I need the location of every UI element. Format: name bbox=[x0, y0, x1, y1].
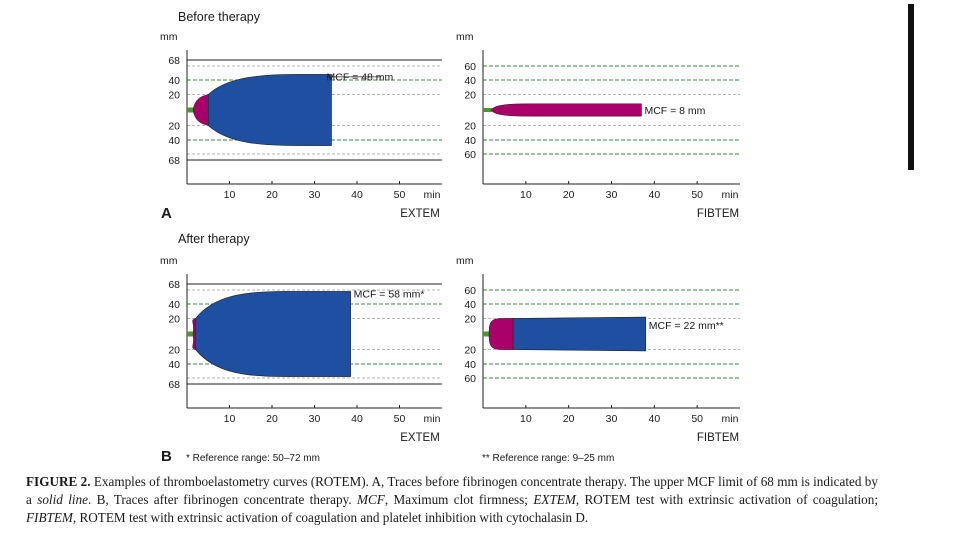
x-tick-label: 30 bbox=[309, 413, 321, 425]
y-axis-unit-label: mm bbox=[456, 31, 474, 43]
y-tick-label: 40 bbox=[464, 299, 476, 311]
x-tick-label: 10 bbox=[224, 189, 236, 201]
y-tick-label: 60 bbox=[464, 373, 476, 385]
y-axis-unit-label: mm bbox=[160, 255, 178, 267]
mcf-annotation: MCF = 58 mm* bbox=[354, 288, 425, 300]
x-tick-label: 30 bbox=[606, 413, 618, 425]
clotting-time-segment bbox=[192, 94, 209, 126]
y-tick-label: 40 bbox=[168, 359, 180, 371]
caption-mcf: MCF bbox=[357, 492, 385, 507]
x-tick-label: 30 bbox=[606, 189, 618, 201]
caption-text-1: Examples of thromboelastometry curves (R… bbox=[26, 474, 878, 507]
y-tick-label: 68 bbox=[168, 379, 180, 391]
fibtem-before-chart: mm 60 40 20 20 40 60 10 20 30 40 50 min FIBTEM MCF = 8… bbox=[456, 31, 740, 220]
x-tick-label: 10 bbox=[520, 413, 532, 425]
x-tick-label: 40 bbox=[648, 413, 660, 425]
x-tick-label: 30 bbox=[309, 189, 321, 201]
test-name-label: FIBTEM bbox=[697, 208, 739, 220]
x-tick-label: 40 bbox=[351, 413, 363, 425]
extem-after-chart: mm 68 40 20 20 40 68 10 20 30 40 50 min EXTEM MCF = 58… bbox=[160, 255, 442, 444]
x-tick-label: 40 bbox=[351, 189, 363, 201]
x-axis-unit-label: min bbox=[722, 189, 739, 201]
extem-before-chart: mm 68 40 20 20 40 68 10 20 30 40 50 min EXTEM MCF = 48… bbox=[160, 31, 442, 220]
y-tick-label: 40 bbox=[464, 135, 476, 147]
y-tick-label: 40 bbox=[168, 299, 180, 311]
panel-label-b: B bbox=[161, 448, 172, 465]
caption-text-2: . B, Traces after fibrinogen concentrate… bbox=[87, 492, 358, 507]
y-tick-label: 40 bbox=[464, 359, 476, 371]
x-tick-label: 10 bbox=[520, 189, 532, 201]
clot-trace bbox=[195, 291, 351, 377]
x-tick-label: 50 bbox=[394, 413, 406, 425]
x-tick-label: 50 bbox=[394, 189, 406, 201]
y-tick-label: 40 bbox=[464, 75, 476, 87]
mcf-annotation: MCF = 8 mm bbox=[644, 105, 705, 117]
caption-solid-line: solid line bbox=[37, 492, 88, 507]
before-therapy-heading: Before therapy bbox=[178, 10, 261, 24]
fibtem-reference-note: ** Reference range: 9–25 mm bbox=[482, 453, 614, 464]
y-tick-label: 60 bbox=[464, 149, 476, 161]
baseline-trace bbox=[483, 108, 492, 112]
y-tick-label: 40 bbox=[168, 75, 180, 87]
caption-text-3: , Maximum clot firmness; bbox=[384, 492, 534, 507]
y-axis-unit-label: mm bbox=[160, 31, 178, 43]
x-tick-label: 20 bbox=[266, 189, 278, 201]
clot-trace bbox=[512, 316, 647, 352]
y-tick-label: 60 bbox=[464, 61, 476, 73]
caption-fibtem: FIBTEM bbox=[26, 510, 73, 525]
caption-extem: EXTEM bbox=[533, 492, 576, 507]
baseline-trace bbox=[483, 331, 490, 337]
clot-trace bbox=[207, 74, 332, 146]
y-tick-label: 60 bbox=[464, 285, 476, 297]
y-tick-label: 20 bbox=[168, 121, 180, 133]
x-tick-label: 50 bbox=[691, 413, 703, 425]
x-tick-label: 20 bbox=[266, 413, 278, 425]
y-tick-label: 40 bbox=[168, 135, 180, 147]
y-tick-label: 68 bbox=[168, 155, 180, 167]
fibtem-after-chart: mm 60 40 20 20 40 60 10 20 30 40 50 min FIBTEM MCF = 2… bbox=[456, 255, 740, 444]
y-tick-label: 20 bbox=[464, 90, 476, 102]
y-tick-label: 20 bbox=[464, 345, 476, 357]
x-axis-unit-label: min bbox=[722, 413, 739, 425]
x-tick-label: 20 bbox=[563, 413, 575, 425]
caption-text-4: , ROTEM test with extrinsic activation o… bbox=[575, 492, 878, 507]
x-tick-label: 20 bbox=[563, 189, 575, 201]
test-name-label: EXTEM bbox=[400, 432, 440, 444]
x-tick-label: 50 bbox=[691, 189, 703, 201]
clotting-time-segment bbox=[192, 318, 196, 350]
figure-caption: FIGURE 2. Examples of thromboelastometry… bbox=[26, 473, 878, 527]
clot-trace bbox=[490, 103, 642, 117]
caption-label: FIGURE 2. bbox=[26, 474, 91, 489]
y-tick-label: 68 bbox=[168, 279, 180, 291]
vertical-bar-decoration bbox=[908, 4, 914, 170]
y-tick-label: 20 bbox=[168, 90, 180, 102]
x-axis-unit-label: min bbox=[424, 189, 441, 201]
clotting-time-segment bbox=[488, 318, 514, 350]
y-tick-label: 20 bbox=[168, 345, 180, 357]
mcf-annotation: MCF = 48 mm bbox=[327, 71, 394, 83]
y-axis-unit-label: mm bbox=[456, 255, 474, 267]
x-tick-label: 40 bbox=[648, 189, 660, 201]
after-therapy-heading: After therapy bbox=[178, 232, 250, 246]
x-axis-unit-label: min bbox=[424, 413, 441, 425]
mcf-annotation: MCF = 22 mm** bbox=[649, 320, 724, 332]
caption-text-5: , ROTEM test with extrinsic activation o… bbox=[72, 510, 589, 525]
y-tick-label: 68 bbox=[168, 55, 180, 67]
y-tick-label: 20 bbox=[464, 121, 476, 133]
x-tick-label: 10 bbox=[224, 413, 236, 425]
y-tick-label: 20 bbox=[168, 314, 180, 326]
panel-label-a: A bbox=[161, 205, 172, 222]
baseline-trace bbox=[187, 331, 194, 337]
y-tick-label: 20 bbox=[464, 314, 476, 326]
test-name-label: FIBTEM bbox=[697, 432, 739, 444]
baseline-trace bbox=[187, 107, 194, 113]
test-name-label: EXTEM bbox=[400, 208, 440, 220]
extem-reference-note: * Reference range: 50–72 mm bbox=[186, 453, 320, 464]
